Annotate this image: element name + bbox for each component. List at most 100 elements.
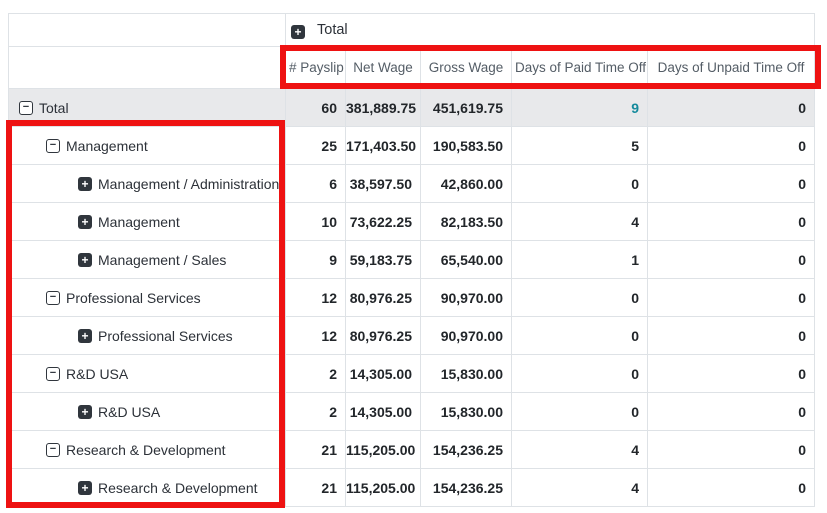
pivot-value-cell: 90,970.00 — [420, 316, 512, 355]
pivot-value-cell: 60 — [285, 88, 346, 127]
row-header-management[interactable]: − Management — [8, 126, 286, 165]
pivot-row-r-d-usa: − R&D USA 2 14,305.00 15,830.00 0 0 — [8, 354, 816, 393]
pivot-value-cell: 115,205.00 — [345, 468, 421, 507]
pivot-value-cell: 0 — [646, 88, 816, 127]
measure-header-days-of-paid-time-off[interactable]: Days of Paid Time Off — [511, 46, 648, 89]
row-header-research-development[interactable]: − Research & Development — [8, 430, 286, 469]
pivot-row-management-administration: + Management / Administration 6 38,597.50 42… — [8, 164, 816, 203]
pivot-value-cell: 9 — [511, 88, 648, 127]
pivot-value-cell: 59,183.75 — [345, 240, 421, 279]
pivot-row-r-d-usa: + R&D USA 2 14,305.00 15,830.00 0 0 — [8, 392, 816, 431]
pivot-value-cell: 21 — [285, 468, 346, 507]
row-header-total[interactable]: − Total — [8, 88, 286, 127]
pivot-value-cell: 9 — [285, 240, 346, 279]
pivot-value-cell: 0 — [511, 354, 648, 393]
pivot-value-cell: 171,403.50 — [345, 126, 421, 165]
pivot-value-cell: 381,889.75 — [345, 88, 421, 127]
row-header-label: Professional Services — [98, 327, 233, 344]
row-header-label: Professional Services — [66, 289, 201, 306]
collapse-icon[interactable]: − — [46, 138, 60, 153]
expand-icon[interactable]: + — [78, 214, 92, 229]
pivot-value-cell: 0 — [646, 240, 816, 279]
pivot-value-cell: 0 — [646, 392, 816, 431]
pivot-row-professional-services: − Professional Services 12 80,976.25 90,970.… — [8, 278, 816, 317]
row-header-professional-services[interactable]: + Professional Services — [8, 316, 286, 355]
pivot-value-cell: 4 — [511, 430, 648, 469]
expand-icon[interactable]: + — [78, 252, 92, 267]
pivot-value-cell: 0 — [511, 278, 648, 317]
pivot-value-cell: 0 — [646, 278, 816, 317]
collapse-icon[interactable]: − — [46, 366, 60, 381]
pivot-value-cell: 0 — [646, 126, 816, 165]
pivot-value-cell: 0 — [511, 164, 648, 203]
pivot-value-cell: 73,622.25 — [345, 202, 421, 241]
pivot-row-management: − Management 25 171,403.50 190,583.50 5 0 — [8, 126, 816, 165]
pivot-row-research-development: + Research & Development 21 115,205.00 154,2… — [8, 468, 816, 507]
measure-header-days-of-unpaid-time-off[interactable]: Days of Unpaid Time Off — [646, 46, 816, 89]
expand-icon[interactable]: + — [78, 404, 92, 419]
pivot-table: + Total # Payslip Net Wage Gross Wage Days o… — [8, 13, 816, 507]
pivot-corner-cell — [8, 46, 286, 89]
collapse-icon[interactable]: − — [46, 290, 60, 305]
pivot-value-cell: 0 — [646, 164, 816, 203]
expand-icon[interactable]: + — [291, 24, 305, 39]
row-header-label: Management — [98, 213, 180, 230]
row-header-research-development[interactable]: + Research & Development — [8, 468, 286, 507]
pivot-value-cell: 14,305.00 — [345, 354, 421, 393]
row-header-professional-services[interactable]: − Professional Services — [8, 278, 286, 317]
row-header-r-d-usa[interactable]: − R&D USA — [8, 354, 286, 393]
row-header-label: R&D USA — [66, 365, 129, 382]
pivot-value-cell: 2 — [285, 354, 346, 393]
pivot-value-cell: 451,619.75 — [420, 88, 512, 127]
pivot-value-cell: 154,236.25 — [420, 468, 512, 507]
pivot-value-cell: 25 — [285, 126, 346, 165]
pivot-row-professional-services: + Professional Services 12 80,976.25 90,970.… — [8, 316, 816, 355]
pivot-row-total-grand: − Total 60 381,889.75 451,619.75 9 0 — [8, 88, 816, 127]
row-header-management-administration[interactable]: + Management / Administration — [8, 164, 286, 203]
column-group-header-total[interactable]: + Total — [284, 13, 816, 47]
pivot-value-cell: 4 — [511, 468, 648, 507]
collapse-icon[interactable]: − — [19, 100, 33, 115]
pivot-value-cell: 2 — [285, 392, 346, 431]
pivot-value-cell: 0 — [646, 468, 816, 507]
pivot-value-cell: 0 — [646, 316, 816, 355]
pivot-value-cell: 12 — [285, 316, 346, 355]
pivot-value-cell: 0 — [646, 202, 816, 241]
pivot-value-cell: 0 — [511, 316, 648, 355]
row-header-management-sales[interactable]: + Management / Sales — [8, 240, 286, 279]
pivot-column-group-row: + Total — [8, 13, 816, 47]
pivot-corner-cell — [8, 13, 286, 47]
pivot-value-cell: 154,236.25 — [420, 430, 512, 469]
row-header-label: Management / Sales — [98, 251, 227, 268]
row-header-management[interactable]: + Management — [8, 202, 286, 241]
pivot-value-cell: 42,860.00 — [420, 164, 512, 203]
pivot-value-cell: 38,597.50 — [345, 164, 421, 203]
pivot-value-cell: 115,205.00 — [345, 430, 421, 469]
row-header-label: Management / Administration — [98, 175, 280, 192]
pivot-value-cell: 82,183.50 — [420, 202, 512, 241]
measure-header-payslip[interactable]: # Payslip — [285, 46, 346, 89]
row-header-r-d-usa[interactable]: + R&D USA — [8, 392, 286, 431]
pivot-value-cell: 80,976.25 — [345, 278, 421, 317]
measure-header-gross-wage[interactable]: Gross Wage — [420, 46, 512, 89]
row-header-label: Management — [66, 137, 148, 154]
row-header-label: Total — [39, 99, 69, 116]
pivot-value-cell: 1 — [511, 240, 648, 279]
measure-header-net-wage[interactable]: Net Wage — [345, 46, 421, 89]
pivot-value-cell: 15,830.00 — [420, 392, 512, 431]
pivot-value-cell: 5 — [511, 126, 648, 165]
expand-icon[interactable]: + — [78, 328, 92, 343]
pivot-row-research-development: − Research & Development 21 115,205.00 154,2… — [8, 430, 816, 469]
row-header-label: R&D USA — [98, 403, 161, 420]
pivot-row-management: + Management 10 73,622.25 82,183.50 4 0 — [8, 202, 816, 241]
collapse-icon[interactable]: − — [46, 442, 60, 457]
expand-icon[interactable]: + — [78, 176, 92, 191]
pivot-value-cell: 21 — [285, 430, 346, 469]
pivot-value-cell: 6 — [285, 164, 346, 203]
pivot-value-cell: 15,830.00 — [420, 354, 512, 393]
expand-icon[interactable]: + — [78, 480, 92, 495]
pivot-value-cell: 80,976.25 — [345, 316, 421, 355]
pivot-value-cell: 10 — [285, 202, 346, 241]
pivot-value-cell: 0 — [646, 354, 816, 393]
